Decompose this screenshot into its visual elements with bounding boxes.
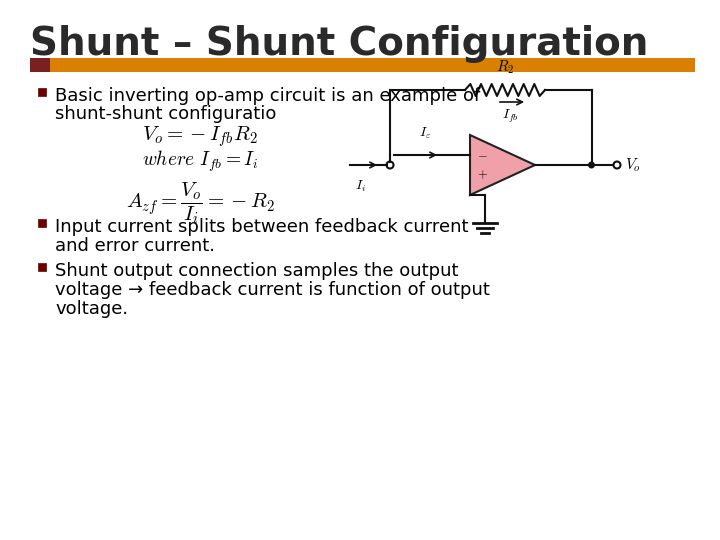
Text: $V_o$: $V_o$ — [625, 156, 641, 174]
Text: $I_{\varepsilon}$: $I_{\varepsilon}$ — [419, 126, 431, 141]
Text: Basic inverting op-amp circuit is an example of: Basic inverting op-amp circuit is an exa… — [55, 87, 480, 105]
Bar — [38, 88, 46, 96]
Text: $V_o = -I_{fb}R_2$: $V_o = -I_{fb}R_2$ — [142, 124, 258, 148]
Bar — [38, 263, 46, 271]
Bar — [50, 58, 695, 72]
Text: $+$: $+$ — [477, 168, 488, 181]
Text: $\mathit{where}\ I_{fb} = I_i$: $\mathit{where}\ I_{fb} = I_i$ — [142, 148, 258, 173]
Text: $A_{zf} = \dfrac{V_o}{I_i} = -R_2$: $A_{zf} = \dfrac{V_o}{I_i} = -R_2$ — [125, 180, 274, 226]
Text: Shunt – Shunt Configuration: Shunt – Shunt Configuration — [30, 25, 649, 63]
Text: $-$: $-$ — [477, 148, 487, 161]
Text: voltage.: voltage. — [55, 300, 128, 318]
Bar — [38, 219, 46, 227]
Bar — [30, 58, 50, 72]
Text: $R_2$: $R_2$ — [496, 58, 514, 76]
Text: Shunt output connection samples the output: Shunt output connection samples the outp… — [55, 262, 459, 280]
Text: $I_{fb}$: $I_{fb}$ — [502, 108, 518, 125]
Text: shunt-shunt configuratio: shunt-shunt configuratio — [55, 105, 276, 123]
Text: $I_i$: $I_i$ — [354, 179, 366, 194]
Circle shape — [588, 161, 595, 168]
Text: voltage → feedback current is function of output: voltage → feedback current is function o… — [55, 281, 490, 299]
Text: Input current splits between feedback current: Input current splits between feedback cu… — [55, 218, 469, 236]
Text: and error current.: and error current. — [55, 237, 215, 255]
Polygon shape — [470, 135, 535, 195]
